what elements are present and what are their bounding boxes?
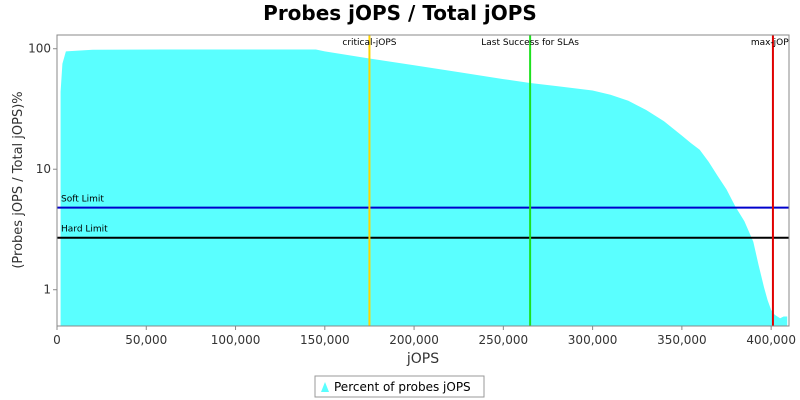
x-tick-label: 400,000 bbox=[746, 333, 796, 347]
h-marker-label-0: Soft Limit bbox=[61, 195, 104, 205]
x-axis-ticks: 0 50,000 100,000 150,000 200,000 250,000 300,0… bbox=[53, 326, 796, 347]
h-marker-label-1: Hard Limit bbox=[61, 225, 108, 235]
plot-border bbox=[56, 34, 790, 327]
y-axis-ticks: 1 10 100 bbox=[28, 42, 57, 297]
legend-label: Percent of probes jOPS bbox=[334, 380, 471, 394]
y-tick-label: 100 bbox=[28, 42, 51, 56]
legend-swatch bbox=[321, 382, 329, 392]
x-tick-label: 350,000 bbox=[657, 333, 707, 347]
legend-box bbox=[314, 375, 485, 398]
x-tick-label: 300,000 bbox=[568, 333, 618, 347]
y-axis-label: (Probes jOPS / Total jOPS)% bbox=[11, 91, 26, 268]
legend: Percent of probes jOPS bbox=[314, 375, 485, 398]
v-marker-label-0: critical-jOPS bbox=[342, 38, 396, 48]
v-marker-label-1: Last Success for SLAs bbox=[481, 38, 579, 48]
x-axis-label: jOPS bbox=[406, 351, 439, 367]
v-marker-label-2: max-jOP bbox=[751, 38, 789, 48]
y-tick-label: 1 bbox=[43, 283, 51, 297]
vertical-markers: critical-jOPS Last Success for SLAs max-jO… bbox=[342, 35, 789, 326]
horizontal-markers: Soft Limit Hard Limit bbox=[57, 195, 789, 239]
y-tick-label: 10 bbox=[36, 162, 51, 176]
series-area-percent-of-probes-jops bbox=[60, 49, 788, 326]
x-tick-label: 50,000 bbox=[125, 333, 167, 347]
x-tick-label: 200,000 bbox=[389, 333, 439, 347]
x-tick-label: 150,000 bbox=[300, 333, 350, 347]
chart-title: Probes jOPS / Total jOPS bbox=[263, 1, 537, 25]
x-tick-label: 100,000 bbox=[211, 333, 261, 347]
x-tick-label: 0 bbox=[53, 333, 61, 347]
x-tick-label: 250,000 bbox=[479, 333, 529, 347]
